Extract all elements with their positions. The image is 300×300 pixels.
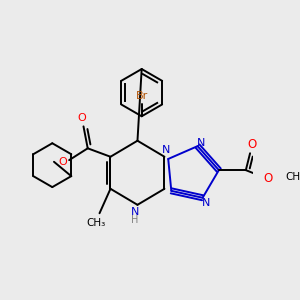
Text: N: N: [131, 207, 139, 217]
Text: N: N: [162, 145, 170, 155]
Text: O: O: [263, 172, 272, 185]
Text: N: N: [197, 138, 205, 148]
Text: O: O: [77, 113, 86, 123]
Text: O: O: [247, 138, 256, 151]
Text: CH₃: CH₃: [86, 218, 106, 228]
Text: Br: Br: [136, 91, 148, 101]
Text: H: H: [131, 215, 139, 225]
Text: O: O: [58, 157, 67, 167]
Text: N: N: [202, 198, 210, 208]
Text: CH₃: CH₃: [285, 172, 300, 182]
